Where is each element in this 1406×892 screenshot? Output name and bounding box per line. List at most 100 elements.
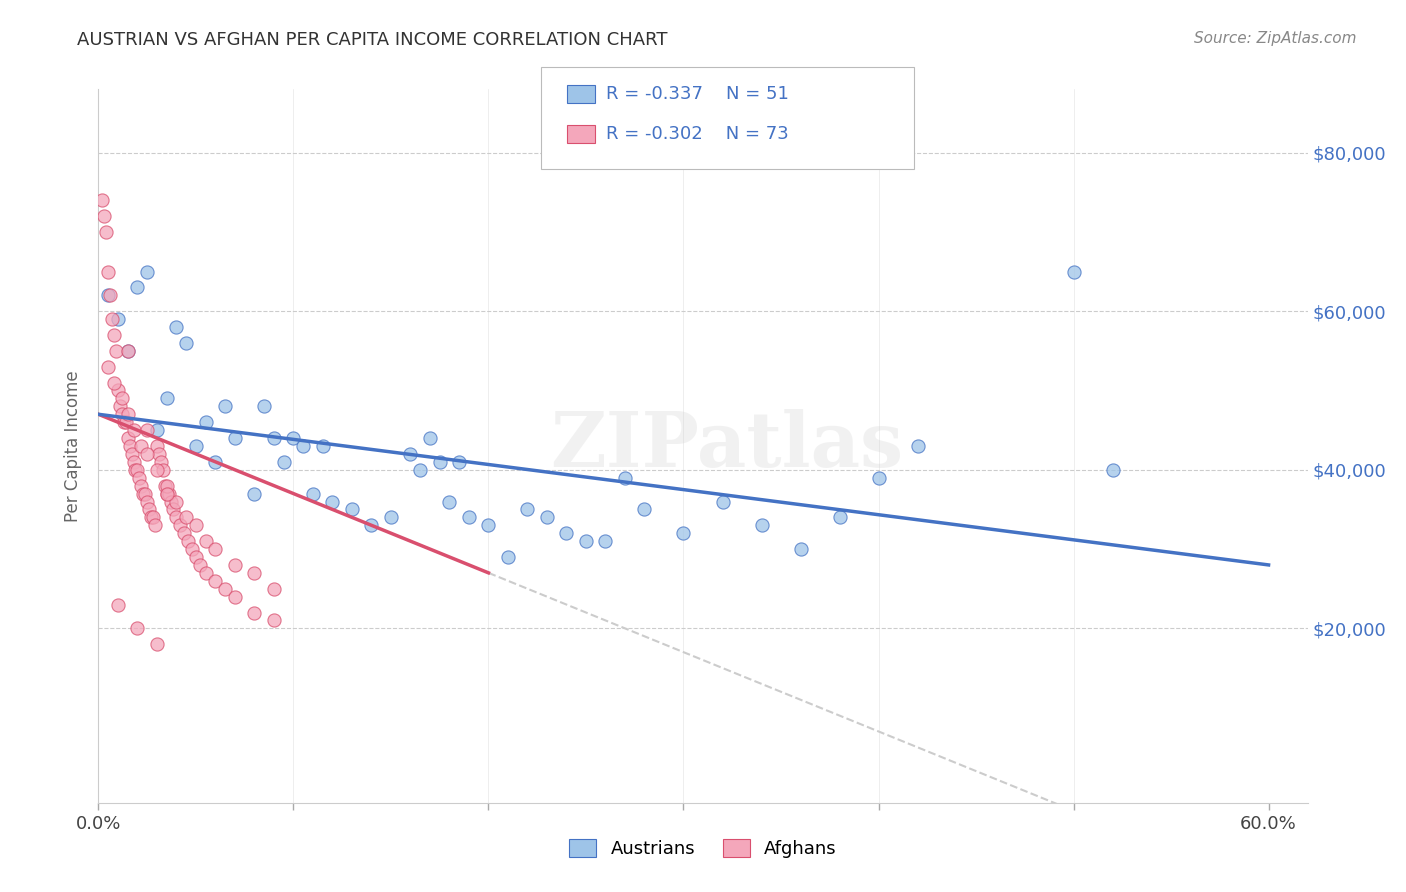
Point [458, 510, 481, 524]
Point [243, 566, 266, 580]
Point [169, 518, 191, 533]
Point [614, 471, 637, 485]
Point [214, 400, 236, 414]
Y-axis label: Per Capita Income: Per Capita Income [65, 370, 83, 522]
Point [165, 510, 187, 524]
Point [253, 400, 276, 414]
Point [153, 478, 176, 492]
Point [173, 526, 195, 541]
Point [1063, 264, 1085, 278]
Point [399, 447, 422, 461]
Point [156, 486, 179, 500]
Point [111, 407, 134, 421]
Point [224, 431, 246, 445]
Point [156, 486, 179, 500]
Text: R = -0.337    N = 51: R = -0.337 N = 51 [606, 85, 789, 103]
Point [118, 439, 141, 453]
Point [103, 376, 125, 390]
Point [97, 359, 120, 374]
Point [174, 510, 197, 524]
Point [595, 534, 617, 549]
Point [340, 502, 363, 516]
Point [194, 566, 217, 580]
Point [139, 510, 162, 524]
Point [243, 486, 266, 500]
Point [188, 558, 211, 572]
Point [360, 518, 382, 533]
Point [204, 455, 226, 469]
Point [496, 549, 519, 564]
Point [131, 478, 153, 492]
Point [302, 486, 325, 500]
Point [136, 423, 159, 437]
Point [184, 549, 207, 564]
Point [107, 312, 129, 326]
Point [111, 392, 134, 406]
Point [149, 455, 172, 469]
Point [204, 542, 226, 557]
Point [117, 343, 139, 358]
Point [273, 455, 295, 469]
Point [127, 280, 149, 294]
Point [146, 463, 169, 477]
Point [143, 518, 166, 533]
Point [184, 518, 207, 533]
Point [321, 494, 343, 508]
Point [292, 439, 315, 453]
Point [536, 510, 558, 524]
Text: R = -0.302    N = 73: R = -0.302 N = 73 [606, 125, 789, 143]
Point [117, 343, 139, 358]
Point [146, 637, 169, 651]
Point [128, 471, 150, 485]
Point [1101, 463, 1123, 477]
Point [789, 542, 811, 557]
Point [122, 455, 145, 469]
Point [107, 598, 129, 612]
Point [121, 447, 143, 461]
Point [146, 423, 169, 437]
Point [194, 415, 217, 429]
Point [312, 439, 335, 453]
Point [98, 288, 121, 302]
Legend: Austrians, Afghans: Austrians, Afghans [562, 831, 844, 865]
Point [263, 431, 285, 445]
Point [108, 400, 131, 414]
Point [117, 407, 139, 421]
Point [104, 343, 127, 358]
Point [112, 415, 135, 429]
Point [283, 431, 305, 445]
Point [449, 455, 471, 469]
Point [429, 455, 451, 469]
Point [91, 193, 114, 207]
Point [142, 510, 165, 524]
Point [156, 392, 179, 406]
Point [131, 439, 153, 453]
Point [101, 312, 124, 326]
Point [439, 494, 461, 508]
Point [419, 431, 441, 445]
Point [97, 264, 120, 278]
Point [907, 439, 929, 453]
Point [146, 439, 169, 453]
Point [224, 558, 246, 572]
Point [136, 494, 159, 508]
Point [156, 478, 179, 492]
Point [224, 590, 246, 604]
Text: ZIPatlas: ZIPatlas [551, 409, 904, 483]
Point [117, 431, 139, 445]
Point [134, 486, 156, 500]
Point [165, 320, 187, 334]
Point [555, 526, 578, 541]
Point [633, 502, 655, 516]
Point [477, 518, 499, 533]
Point [409, 463, 432, 477]
Point [122, 423, 145, 437]
Point [162, 502, 184, 516]
Point [127, 463, 149, 477]
Point [516, 502, 538, 516]
Point [380, 510, 402, 524]
Point [132, 486, 155, 500]
Point [214, 582, 236, 596]
Point [263, 582, 285, 596]
Point [828, 510, 851, 524]
